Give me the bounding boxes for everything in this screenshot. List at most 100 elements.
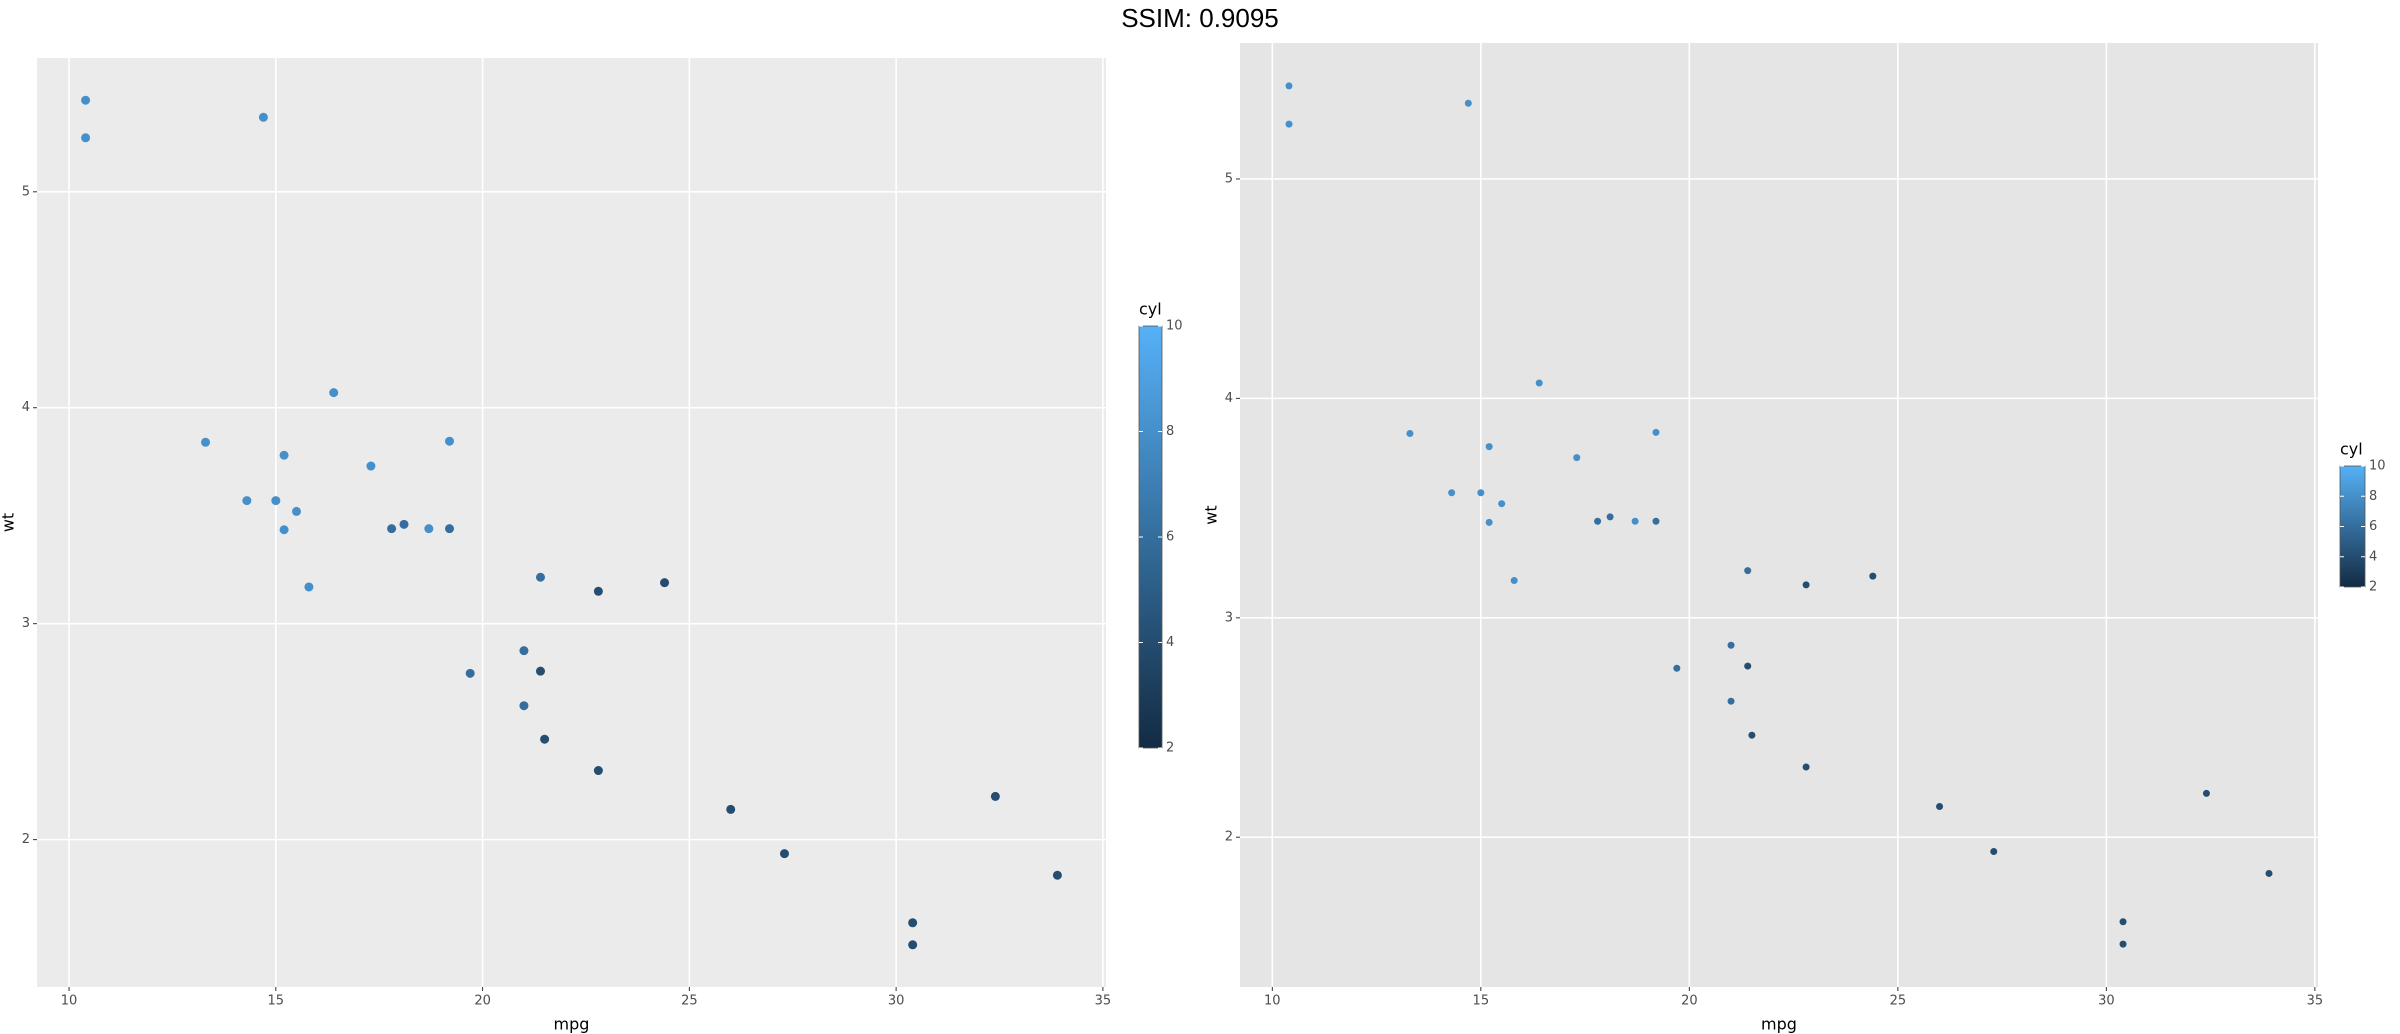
plot-background (1240, 43, 2318, 987)
y-tick-label: 2 (1225, 830, 1233, 845)
point (660, 578, 670, 588)
point (1727, 697, 1735, 705)
point (1990, 848, 1998, 856)
point (1631, 517, 1639, 525)
point (271, 496, 281, 506)
point (81, 95, 91, 105)
point (540, 734, 550, 744)
point (1673, 664, 1681, 672)
point (81, 133, 91, 143)
x-tick-label: 20 (474, 994, 491, 1009)
x-axis-label: mpg (554, 1015, 590, 1034)
colorbar-label: 10 (1166, 319, 1183, 334)
x-tick-label: 30 (888, 994, 905, 1009)
point (908, 918, 918, 928)
point (1510, 577, 1518, 585)
point (2119, 940, 2127, 948)
point (291, 506, 301, 516)
x-tick-label: 35 (2307, 994, 2324, 1009)
point (1285, 120, 1293, 128)
point (258, 112, 268, 122)
point (779, 849, 789, 859)
y-tick-label: 3 (1225, 610, 1233, 625)
point (908, 940, 918, 950)
point (445, 524, 455, 534)
figure-title: SSIM: 0.9095 (1121, 3, 1279, 33)
point (2265, 869, 2273, 877)
colorbar-label: 8 (1166, 424, 1174, 439)
y-tick-label: 2 (22, 832, 30, 847)
plot-background (37, 58, 1106, 987)
point (593, 586, 603, 596)
point (726, 804, 736, 814)
point (242, 496, 252, 506)
colorbar-label: 2 (2369, 580, 2377, 595)
x-tick-label: 20 (1681, 994, 1698, 1009)
point (519, 701, 529, 711)
y-axis-label: wt (0, 513, 18, 532)
x-tick-label: 25 (681, 994, 698, 1009)
point (445, 436, 455, 446)
y-axis-label: wt (1202, 505, 1221, 524)
point (593, 766, 603, 776)
point (1285, 82, 1293, 90)
point (519, 646, 529, 656)
point (2119, 918, 2127, 926)
point (1869, 572, 1877, 580)
point (366, 461, 376, 471)
point (279, 525, 289, 535)
point (535, 572, 545, 582)
point (1652, 428, 1660, 436)
point (201, 437, 211, 447)
x-tick-label: 10 (61, 994, 78, 1009)
point (1744, 567, 1752, 575)
colorbar-label: 6 (2369, 519, 2377, 534)
point (1485, 518, 1493, 526)
point (1606, 513, 1614, 521)
x-tick-label: 25 (1890, 994, 1907, 1009)
point (279, 450, 289, 460)
colorbar-label: 6 (1166, 530, 1174, 545)
point (1485, 443, 1493, 451)
point (1573, 454, 1581, 462)
colorbar-label: 8 (2369, 489, 2377, 504)
point (535, 666, 545, 676)
point (1498, 500, 1506, 508)
colorbar-label: 4 (2369, 549, 2377, 564)
point (1936, 803, 1944, 811)
point (1477, 489, 1485, 497)
point (304, 582, 314, 592)
x-tick-label: 15 (268, 994, 285, 1009)
point (387, 524, 397, 534)
point (1448, 489, 1456, 497)
point (1594, 517, 1602, 525)
x-tick-label: 35 (1095, 994, 1112, 1009)
y-tick-label: 5 (1225, 171, 1233, 186)
x-tick-label: 30 (2098, 994, 2115, 1009)
colorbar-title: cyl (1139, 300, 1162, 319)
point (329, 388, 339, 398)
colorbar-label: 2 (1166, 741, 1174, 756)
y-tick-label: 3 (22, 616, 30, 631)
point (1727, 641, 1735, 649)
point (465, 668, 475, 678)
point (990, 791, 1000, 801)
colorbar-title: cyl (2340, 440, 2363, 459)
point (1535, 379, 1543, 387)
y-tick-label: 4 (22, 400, 30, 415)
x-axis-label: mpg (1761, 1015, 1797, 1034)
point (1652, 517, 1660, 525)
point (399, 519, 409, 529)
point (1052, 870, 1062, 880)
x-tick-label: 15 (1473, 994, 1490, 1009)
x-tick-label: 10 (1264, 994, 1281, 1009)
point (1744, 662, 1752, 670)
colorbar-label: 4 (1166, 635, 1174, 650)
point (424, 524, 434, 534)
point (1748, 731, 1756, 739)
point (1464, 99, 1472, 107)
y-tick-label: 4 (1225, 391, 1233, 406)
point (1802, 581, 1810, 589)
